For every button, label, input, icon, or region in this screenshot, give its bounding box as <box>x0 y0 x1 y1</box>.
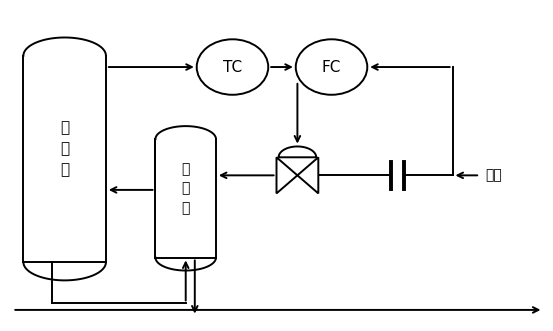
Polygon shape <box>276 157 298 193</box>
Polygon shape <box>298 157 319 193</box>
Text: 再
沸
器: 再 沸 器 <box>181 162 190 215</box>
Text: TC: TC <box>223 60 242 74</box>
Ellipse shape <box>197 39 268 95</box>
Text: FC: FC <box>322 60 341 74</box>
Polygon shape <box>23 37 106 280</box>
Text: 蒸
餾
塔: 蒸 餾 塔 <box>60 120 69 178</box>
Polygon shape <box>279 147 316 157</box>
Text: 蒸汽: 蒸汽 <box>486 168 502 182</box>
Polygon shape <box>155 126 216 270</box>
Ellipse shape <box>296 39 367 95</box>
